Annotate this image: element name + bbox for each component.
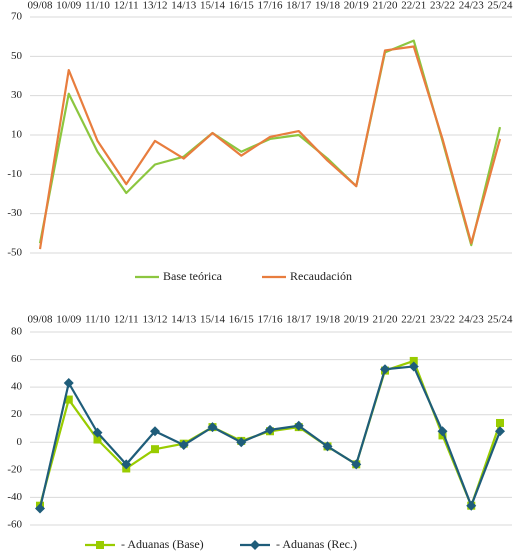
x-tick-label: 20/19 bbox=[344, 314, 370, 326]
y-tick-label: 40 bbox=[11, 381, 23, 393]
marker bbox=[178, 440, 189, 451]
y-tick-label: 20 bbox=[11, 408, 23, 420]
marker bbox=[151, 445, 159, 454]
x-tick-label: 21/20 bbox=[372, 0, 398, 12]
x-tick-label: 22/21 bbox=[401, 314, 426, 326]
x-tick-label: 11/10 bbox=[85, 314, 110, 326]
marker bbox=[236, 437, 247, 448]
series-line bbox=[38, 39, 502, 247]
y-tick-label: 10 bbox=[11, 129, 23, 141]
x-tick-label: 19/18 bbox=[315, 0, 341, 12]
y-tick-label: 30 bbox=[11, 89, 23, 101]
marker bbox=[207, 422, 218, 433]
marker bbox=[380, 364, 390, 375]
legend-marker bbox=[96, 541, 104, 549]
marker bbox=[322, 441, 333, 452]
y-tick-label: 0 bbox=[17, 436, 23, 448]
marker bbox=[121, 459, 132, 470]
y-tick-label: -10 bbox=[7, 168, 22, 180]
series-line bbox=[38, 45, 502, 250]
marker bbox=[408, 361, 419, 372]
x-tick-label: 16/15 bbox=[229, 314, 255, 326]
x-tick-label: 13/12 bbox=[142, 0, 167, 12]
y-tick-label: -30 bbox=[7, 207, 22, 219]
x-tick-label: 09/08 bbox=[27, 314, 53, 326]
x-tick-label: 17/16 bbox=[257, 0, 283, 12]
marker bbox=[93, 435, 102, 444]
marker bbox=[35, 503, 45, 514]
marker bbox=[466, 500, 477, 511]
series-line bbox=[38, 365, 502, 509]
legend-marker bbox=[250, 540, 260, 550]
marker bbox=[293, 420, 304, 431]
legend-label: Base teórica bbox=[163, 269, 223, 283]
x-tick-label: 25/24 bbox=[487, 314, 513, 326]
x-tick-label: 15/14 bbox=[200, 314, 226, 326]
x-tick-label: 18/17 bbox=[286, 314, 312, 326]
marker bbox=[351, 459, 362, 470]
y-tick-label: -20 bbox=[7, 463, 22, 475]
x-tick-label: 18/17 bbox=[286, 0, 312, 12]
x-tick-label: 10/09 bbox=[56, 314, 82, 326]
x-tick-label: 24/23 bbox=[459, 0, 485, 12]
marker bbox=[92, 427, 103, 438]
x-tick-label: 13/12 bbox=[142, 314, 167, 326]
legend-label: - Aduanas (Rec.) bbox=[276, 537, 357, 551]
marker bbox=[265, 424, 275, 435]
marker bbox=[495, 426, 505, 437]
x-tick-label: 16/15 bbox=[229, 0, 255, 12]
x-tick-label: 10/09 bbox=[56, 0, 82, 12]
x-tick-label: 22/21 bbox=[401, 0, 426, 12]
y-tick-label: 80 bbox=[11, 326, 23, 338]
x-tick-label: 21/20 bbox=[372, 314, 398, 326]
x-tick-label: 25/24 bbox=[487, 0, 513, 12]
x-tick-label: 15/14 bbox=[200, 0, 226, 12]
x-tick-label: 11/10 bbox=[85, 0, 110, 12]
y-tick-label: -50 bbox=[7, 247, 22, 259]
marker bbox=[437, 426, 448, 437]
marker bbox=[63, 378, 74, 389]
marker bbox=[496, 418, 504, 427]
legend-label: - Aduanas (Base) bbox=[121, 537, 204, 551]
marker bbox=[64, 395, 73, 404]
y-tick-label: -60 bbox=[7, 519, 22, 531]
x-tick-label: 17/16 bbox=[257, 314, 283, 326]
x-tick-label: 14/13 bbox=[171, 314, 197, 326]
x-tick-label: 19/18 bbox=[315, 314, 341, 326]
y-tick-label: 70 bbox=[11, 11, 23, 23]
marker bbox=[409, 356, 418, 365]
legend-label: Recaudación bbox=[290, 269, 352, 283]
x-tick-label: 20/19 bbox=[344, 0, 370, 12]
y-tick-label: 60 bbox=[11, 353, 23, 365]
x-tick-label: 12/11 bbox=[114, 0, 139, 12]
x-tick-label: 23/22 bbox=[430, 0, 455, 12]
marker bbox=[150, 426, 160, 437]
x-tick-label: 23/22 bbox=[430, 314, 455, 326]
x-tick-label: 09/08 bbox=[27, 0, 53, 12]
x-tick-label: 24/23 bbox=[459, 314, 485, 326]
y-tick-label: -40 bbox=[7, 491, 22, 503]
x-tick-label: 14/13 bbox=[171, 0, 197, 12]
x-tick-label: 12/11 bbox=[114, 314, 139, 326]
y-tick-label: 50 bbox=[11, 50, 23, 62]
